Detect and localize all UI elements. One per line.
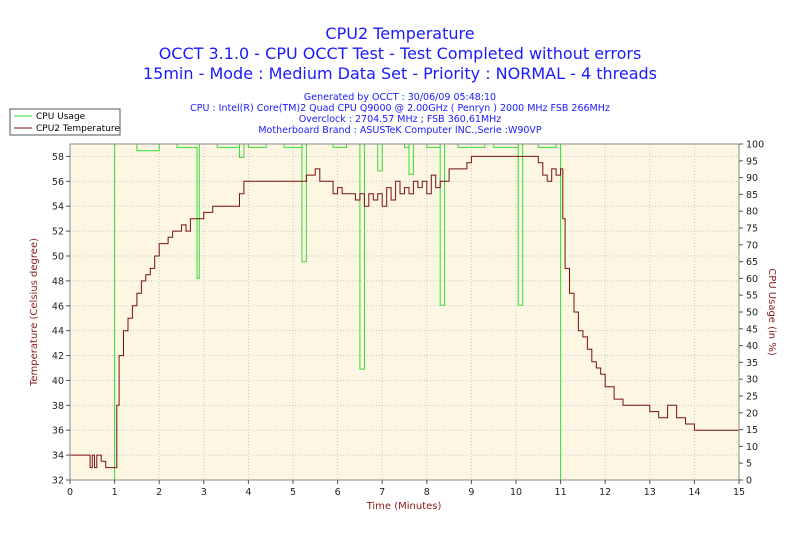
y-tick-label-left: 40 (52, 376, 64, 387)
y-tick-label-left: 58 (52, 152, 64, 163)
y-tick-label-right: 65 (746, 257, 758, 268)
x-tick-label: 2 (156, 487, 162, 498)
y-tick-label-left: 56 (52, 177, 64, 188)
x-tick-label: 10 (510, 487, 522, 498)
y-tick-label-right: 25 (746, 392, 758, 403)
x-tick-label: 13 (644, 487, 656, 498)
plot-area (69, 143, 740, 481)
x-tick-label: 5 (290, 487, 296, 498)
y-tick-label-right: 55 (746, 291, 758, 302)
y-tick-label-right: 10 (746, 442, 758, 453)
info-cpu: CPU : Intel(R) Core(TM)2 Quad CPU Q9000 … (190, 103, 610, 114)
y-tick-label-left: 50 (52, 252, 64, 263)
info-generated: Generated by OCCT : 30/06/09 05:48:10 (304, 92, 496, 103)
chart-title: CPU2 Temperature (325, 24, 474, 43)
x-tick-label: 4 (245, 487, 251, 498)
y-tick-label-right: 60 (746, 274, 758, 285)
x-tick-label: 11 (555, 487, 567, 498)
y-tick-label-right: 95 (746, 156, 758, 167)
y-tick-label-left: 48 (52, 276, 64, 287)
x-tick-label: 6 (335, 487, 341, 498)
x-tick-label: 1 (112, 487, 118, 498)
tick-labels: 0 1 2 3 4 5 6 7 8 9 10 11 12 13 14 15323436384042444648… (52, 140, 764, 499)
y-tick-label-right: 100 (746, 140, 764, 151)
x-tick-label: 12 (599, 487, 611, 498)
x-tick-label: 15 (733, 487, 745, 498)
y-tick-label-right: 90 (746, 173, 758, 184)
x-axis-label: Time (Minutes) (366, 501, 442, 512)
x-tick-label: 3 (201, 487, 207, 498)
y-tick-label-left: 36 (52, 426, 64, 437)
y-tick-label-right: 5 (746, 459, 752, 470)
y-tick-label-left: 54 (52, 202, 64, 213)
y-tick-label-right: 75 (746, 224, 758, 235)
series-line-cpu2-temperature (70, 155, 739, 469)
y-tick-label-left: 42 (52, 351, 64, 362)
y-tick-label-right: 30 (746, 375, 758, 386)
y-tick-label-right: 20 (746, 408, 758, 419)
y-tick-label-right: 35 (746, 358, 758, 369)
y-tick-label-left: 52 (52, 227, 64, 238)
y-tick-label-left: 34 (52, 451, 64, 462)
y-tick-label-left: 46 (52, 301, 64, 312)
y-tick-label-right: 85 (746, 190, 758, 201)
y-tick-label-right: 70 (746, 240, 758, 251)
legend: CPU Usage CPU2 Temperature (9, 108, 121, 136)
chart-subtitle-mode: 15min - Mode : Medium Data Set - Priorit… (143, 64, 657, 83)
y-tick-label-right: 45 (746, 324, 758, 335)
y-tick-label-left: 44 (52, 326, 64, 337)
y-tick-label-right: 50 (746, 308, 758, 319)
y-tick-label-right: 80 (746, 207, 758, 218)
info-motherboard: Motherboard Brand : ASUSTeK Computer INC… (258, 125, 542, 136)
y-axis-label-right: CPU Usage (in %) (766, 268, 777, 356)
x-tick-label: 0 (67, 487, 73, 498)
x-tick-label: 9 (468, 487, 474, 498)
legend-label-cpu-usage: CPU Usage (36, 112, 86, 122)
y-tick-label-right: 15 (746, 425, 758, 436)
y-tick-label-right: 40 (746, 341, 758, 352)
y-axis-label-left: Temperature (Celsius degree) (29, 238, 40, 387)
y-tick-label-left: 32 (52, 476, 64, 487)
x-tick-label: 7 (379, 487, 385, 498)
x-tick-label: 14 (688, 487, 700, 498)
chart-subtitle-test: OCCT 3.1.0 - CPU OCCT Test - Test Comple… (159, 44, 642, 63)
y-tick-label-left: 38 (52, 401, 64, 412)
legend-label-cpu2-temperature: CPU2 Temperature (36, 124, 120, 134)
info-overclock: Overclock : 2704.57 MHz ; FSB 360.61MHz (299, 114, 502, 125)
x-tick-label: 8 (424, 487, 430, 498)
y-tick-label-right: 0 (746, 476, 752, 487)
